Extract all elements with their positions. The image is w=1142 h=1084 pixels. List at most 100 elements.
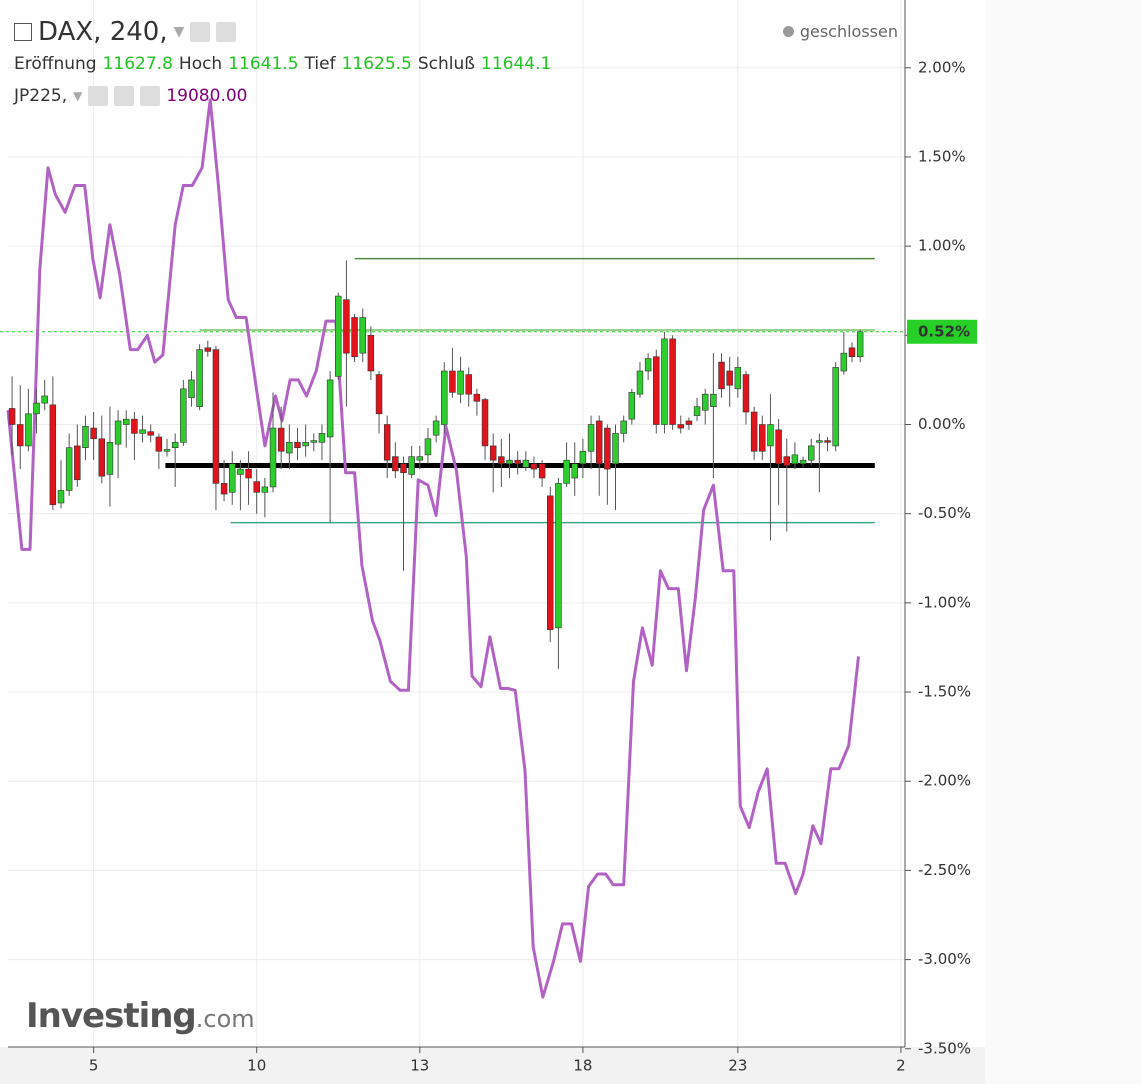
x-axis-band [0, 1047, 985, 1084]
candle-body [359, 317, 366, 354]
candle-body [400, 463, 407, 473]
candle-body [628, 392, 636, 420]
y-tick-label: 1.00% [918, 237, 966, 255]
candle-body [783, 456, 790, 466]
close-icon[interactable] [140, 86, 161, 106]
low-label: Tief [304, 54, 336, 74]
candle-body [710, 393, 717, 407]
candle-body [8, 408, 16, 425]
x-tick-label: 23 [728, 1057, 747, 1075]
y-tick-label: 0.00% [918, 415, 966, 433]
candle-body [530, 463, 538, 470]
collapse-icon[interactable] [14, 23, 32, 41]
candle-body [432, 420, 440, 436]
y-tick-label: 2.00% [918, 58, 966, 76]
eye-icon[interactable] [88, 86, 109, 106]
candle-body [318, 433, 326, 443]
candle-body [392, 456, 399, 472]
candle-body [473, 393, 481, 402]
candle-body [286, 442, 293, 454]
candle-body [816, 440, 823, 443]
candle-body [775, 429, 782, 465]
candle-body [302, 442, 309, 447]
last-price-label: 0.52% [918, 322, 970, 340]
status-dot [782, 26, 794, 37]
candle-body [677, 424, 684, 429]
candle-body [612, 433, 619, 465]
settings-icon[interactable] [114, 86, 135, 106]
candle-body [685, 420, 693, 425]
candle-body [90, 427, 97, 440]
y-tick-label: -2.50% [918, 861, 971, 879]
candle-body [595, 420, 603, 465]
candle-body [856, 331, 864, 358]
candle-body [229, 463, 236, 493]
candle-body [661, 338, 668, 425]
candle-body [147, 431, 154, 436]
candle-body [180, 388, 187, 443]
candle-body [294, 442, 301, 448]
candle-body [155, 436, 163, 452]
candle-body [65, 447, 73, 491]
dropdown-icon[interactable]: ▼ [173, 24, 185, 40]
compare-value: 19080.00 [166, 86, 248, 106]
eye-icon[interactable] [190, 22, 211, 42]
candle-body [41, 395, 48, 404]
candle-body [489, 445, 497, 461]
candle-body [204, 347, 212, 352]
logo-suffix: .com [195, 1005, 255, 1033]
candle-body [16, 424, 24, 447]
candle-body [114, 420, 122, 445]
logo: Investing.com [26, 996, 255, 1036]
candle-body [653, 356, 660, 425]
candle-body [123, 418, 130, 425]
candle-body [555, 483, 562, 629]
candle-body [441, 370, 448, 425]
candle-body [49, 404, 57, 506]
candle-body [367, 335, 375, 372]
candle-body [832, 367, 839, 447]
candle-body [669, 338, 676, 425]
candle-body [269, 427, 277, 488]
candle-body [277, 427, 285, 452]
close-label: Schluß [417, 54, 475, 74]
settings-icon[interactable] [216, 22, 237, 42]
candle-body [693, 406, 701, 416]
y-tick-label: -3.50% [918, 1039, 971, 1057]
open-label: Eröffnung [14, 54, 97, 74]
candle-body [701, 393, 709, 411]
candle-body [237, 468, 244, 475]
candle-body [457, 370, 464, 395]
candle-body [383, 424, 391, 461]
candle-body [644, 358, 652, 372]
candle-body [604, 427, 611, 470]
candle-body [848, 347, 856, 358]
candle-body [131, 418, 138, 434]
candle-body [351, 317, 358, 358]
candle-body [759, 424, 766, 452]
y-tick-label: -2.00% [918, 772, 971, 790]
candle-body [424, 438, 432, 456]
x-tick-label: 13 [410, 1057, 429, 1075]
candle-body [498, 456, 505, 465]
candle-body [579, 450, 587, 465]
candle-body [571, 463, 578, 479]
candle-body [522, 459, 530, 468]
compare-line [6, 98, 860, 999]
candle-body [742, 374, 750, 413]
y-tick-label: -1.50% [918, 683, 971, 701]
candle-body [726, 370, 733, 386]
candle-body [188, 379, 195, 399]
candle-body [106, 442, 114, 475]
logo-main: Investing [26, 996, 197, 1036]
candle-body [335, 295, 342, 377]
dropdown-icon[interactable]: ▼ [73, 89, 83, 103]
candle-body [547, 495, 554, 630]
candle-body [824, 440, 831, 443]
candle-body [261, 486, 269, 493]
candle-body [310, 440, 318, 443]
candle-body [253, 481, 260, 493]
candle-body [74, 445, 81, 481]
status-text: geschlossen [799, 22, 898, 41]
plot-background [0, 0, 985, 1084]
